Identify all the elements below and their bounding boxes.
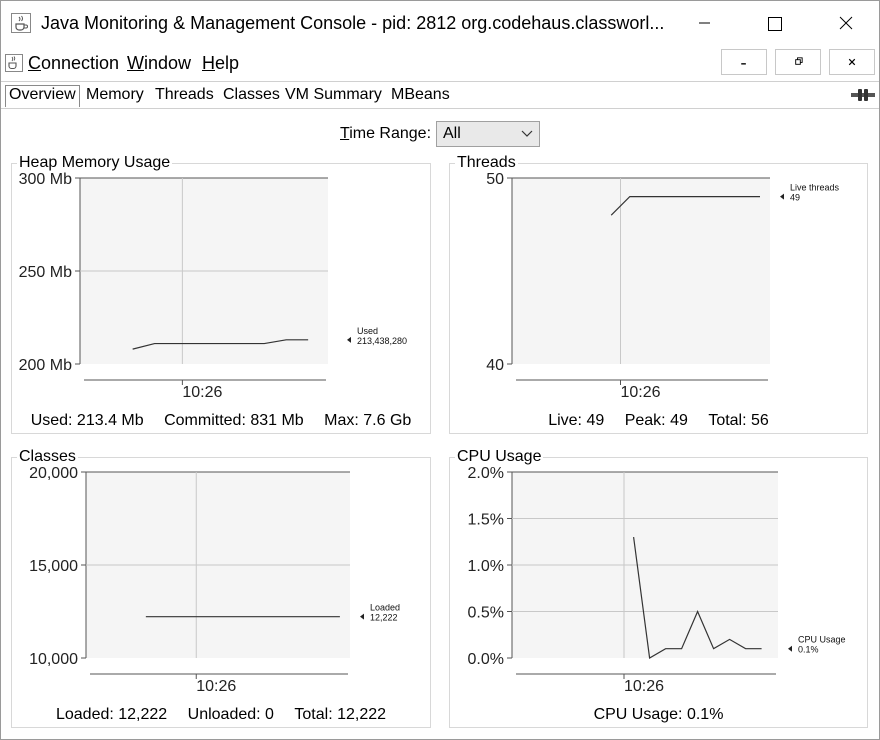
series-name-label: CPU Usage (798, 635, 846, 645)
tab-vm-summary[interactable]: VM Summary (285, 86, 382, 103)
threads-total-stat: Total: 56 (708, 412, 769, 429)
close-window-icon[interactable] (823, 1, 869, 45)
cpu-usage-stat: CPU Usage: 0.1% (593, 706, 724, 723)
heap-used-stat: Used: 213.4 Mb (30, 412, 144, 429)
heap-committed-stat: Committed: 831 Mb (164, 412, 304, 429)
y-tick-label: 2.0% (468, 465, 504, 482)
y-tick-label: 0.5% (468, 605, 504, 622)
chevron-down-icon (521, 130, 533, 137)
menu-connection[interactable]: Connection (28, 53, 120, 73)
cpu-usage-panel: CPU Usage 2.0% 1.5% 1.0% 0.5% 0.0% 10:26 CPU U… (449, 448, 868, 728)
x-tick-label: 10:26 (182, 384, 222, 401)
panel-title: Heap Memory Usage (17, 154, 173, 172)
threads-peak-stat: Peak: 49 (624, 412, 688, 429)
y-tick-label: 10,000 (29, 651, 78, 668)
menu-help[interactable]: Help (202, 53, 240, 73)
tab-bar: Overview Memory Threads Classes VM Summa… (1, 81, 879, 109)
title-bar[interactable]: Java Monitoring & Management Console - p… (1, 1, 879, 47)
series-line (610, 195, 760, 216)
series-marker-icon (788, 645, 792, 652)
classes-unloaded-stat: Unloaded: 0 (187, 706, 274, 723)
y-tick-label: 0.0% (468, 651, 504, 668)
classes-total-stat: Total: 12,222 (294, 706, 387, 723)
series-marker-icon (780, 193, 784, 200)
y-tick-label: 50 (486, 171, 504, 188)
x-tick-label: 10:26 (620, 384, 660, 401)
y-tick-label: 1.5% (468, 512, 504, 529)
panel-title: CPU Usage (455, 448, 544, 466)
minimize-internal-frame-icon[interactable] (721, 49, 767, 75)
connection-status-icon[interactable] (851, 87, 875, 103)
maximize-window-icon[interactable] (751, 1, 797, 45)
cpu-stats: CPU Usage: 0.1% (450, 706, 867, 724)
menu-bar: Connection Window Help (1, 49, 879, 79)
x-tick-label: 10:26 (624, 678, 664, 695)
threads-panel: Threads 50 40 10:26 Live threads 49 Live: 49… (449, 154, 868, 434)
menu-window[interactable]: Window (127, 53, 192, 73)
y-tick-label: 1.0% (468, 558, 504, 575)
series-name-label: Live threads (790, 183, 840, 193)
y-tick-label: 40 (486, 357, 504, 374)
window-title: Java Monitoring & Management Console - p… (41, 13, 665, 33)
threads-live-stat: Live: 49 (548, 412, 605, 429)
tab-mbeans[interactable]: MBeans (391, 86, 450, 103)
classes-panel: Classes 20,000 15,000 10,000 10:26 Loaded 12,… (11, 448, 431, 728)
heap-stats: Used: 213.4 Mb Committed: 831 Mb Max: 7.… (12, 412, 430, 430)
series-value-label: 49 (790, 193, 800, 203)
restore-internal-frame-icon[interactable] (775, 49, 821, 75)
tab-memory[interactable]: Memory (86, 86, 144, 103)
series-line (633, 537, 762, 659)
series-name-label: Used (357, 326, 378, 336)
time-range-label: Time Range: (340, 125, 432, 142)
series-value-label: 0.1% (798, 645, 819, 655)
time-range-value: All (443, 125, 461, 142)
series-value-label: 213,438,280 (357, 336, 407, 346)
time-range-select[interactable]: All (436, 121, 540, 147)
series-value-label: 12,222 (370, 613, 398, 623)
y-tick-label: 20,000 (29, 465, 78, 482)
x-tick-label: 10:26 (196, 678, 236, 695)
classes-loaded-stat: Loaded: 12,222 (55, 706, 168, 723)
minimize-window-icon[interactable] (681, 1, 727, 45)
panel-title: Classes (17, 448, 78, 466)
java-coffee-icon (11, 13, 31, 33)
panel-title: Threads (455, 154, 518, 172)
series-marker-icon (347, 336, 351, 343)
plot-area (512, 178, 770, 364)
series-line (132, 339, 309, 350)
y-tick-label: 15,000 (29, 558, 78, 575)
series-name-label: Loaded (370, 603, 400, 613)
heap-memory-panel: Heap Memory Usage 300 Mb 250 Mb 200 Mb 10:2… (11, 154, 431, 434)
heap-max-stat: Max: 7.6 Gb (324, 412, 412, 429)
y-tick-label: 300 Mb (19, 171, 72, 188)
java-coffee-icon (5, 54, 23, 72)
y-tick-label: 250 Mb (19, 264, 72, 281)
tab-overview[interactable]: Overview (5, 85, 80, 107)
classes-stats: Loaded: 12,222 Unloaded: 0 Total: 12,222 (12, 706, 430, 724)
tab-threads[interactable]: Threads (155, 86, 214, 103)
tab-classes[interactable]: Classes (223, 86, 280, 103)
threads-stats: Live: 49 Peak: 49 Total: 56 (450, 412, 867, 430)
series-marker-icon (360, 613, 364, 620)
y-tick-label: 200 Mb (19, 357, 72, 374)
close-internal-frame-icon[interactable] (829, 49, 875, 75)
